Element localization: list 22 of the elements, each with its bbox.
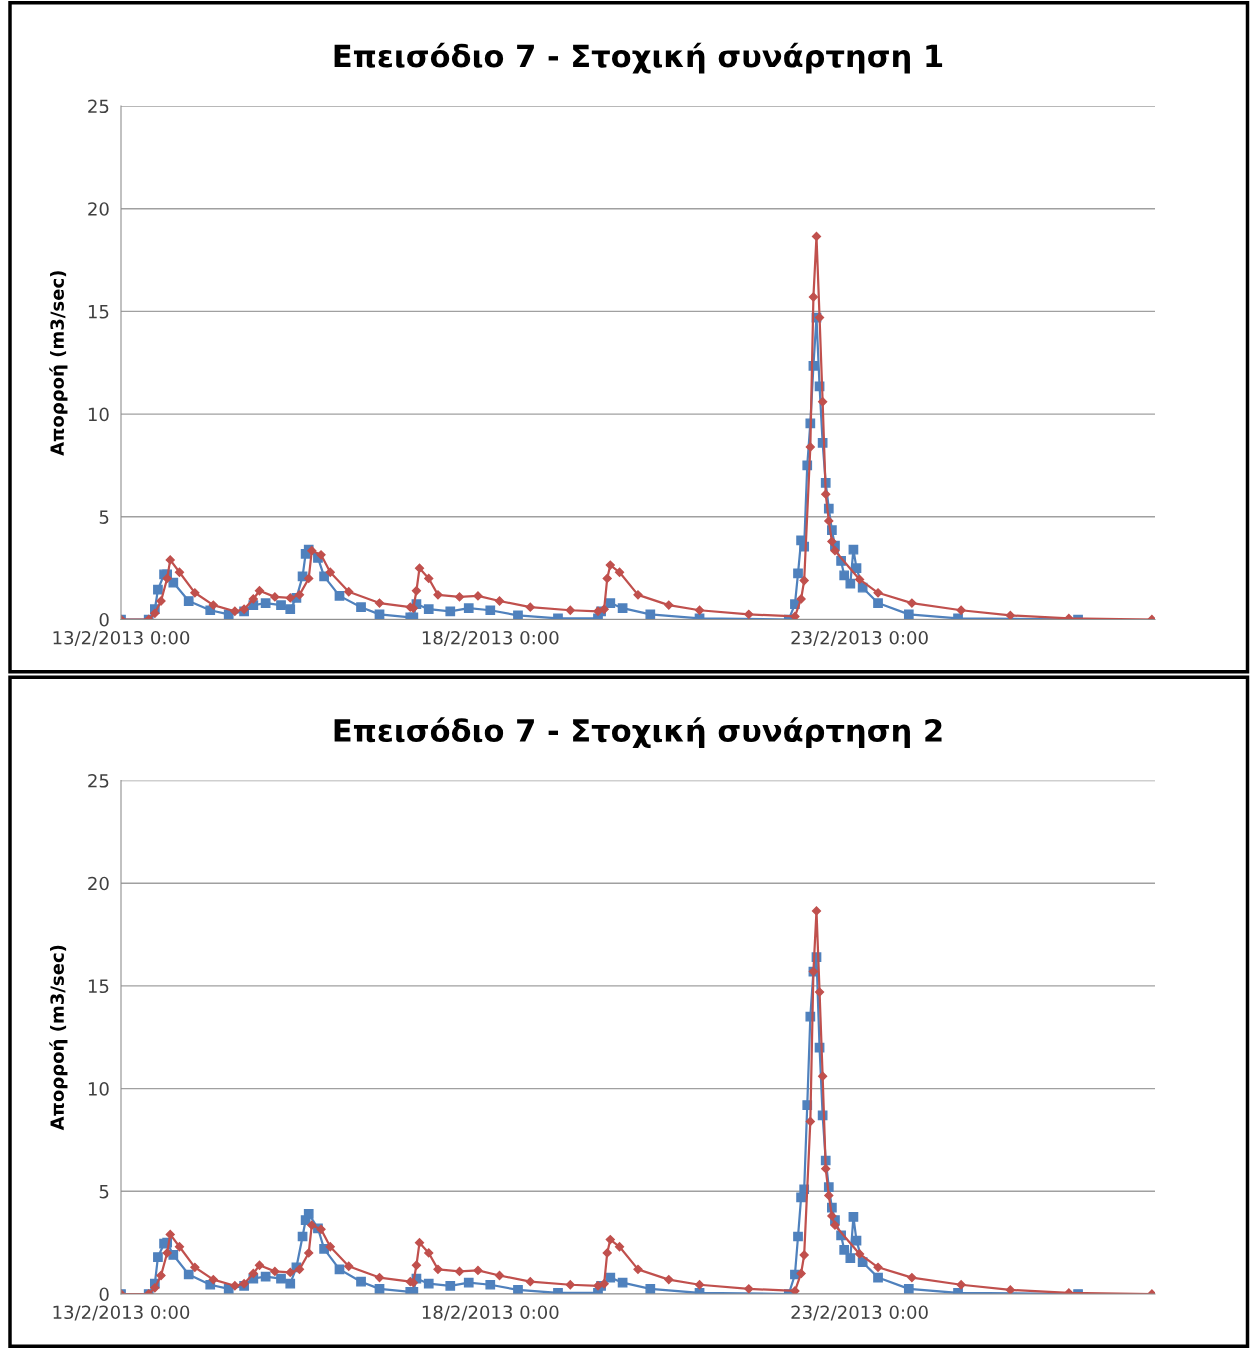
y-axis-title: Απορροή (m3/sec) bbox=[49, 945, 68, 1131]
y-tick-label: 20 bbox=[88, 202, 109, 216]
y-tick-label: 0 bbox=[99, 1287, 109, 1302]
y-tick-label: 15 bbox=[88, 979, 109, 994]
y-tick-label: 5 bbox=[99, 510, 109, 524]
y-tick-label: 5 bbox=[99, 1185, 109, 1199]
y-tick-label: 10 bbox=[88, 1082, 109, 1096]
y-tick-label: 25 bbox=[88, 773, 109, 788]
x-tick-label: 18/2/2013 0:00 bbox=[422, 1305, 559, 1321]
chart-title: Επεισόδιο 7 - Στοχική συνάρτηση 2 bbox=[334, 717, 942, 748]
y-axis-title: Απορροή (m3/sec) bbox=[49, 271, 68, 456]
y-tick-label: 20 bbox=[88, 876, 109, 891]
y-tick-label: 0 bbox=[99, 612, 109, 627]
y-tick-label: 25 bbox=[88, 99, 109, 114]
y-tick-label: 15 bbox=[88, 305, 109, 319]
x-tick-label: 13/2/2013 0:00 bbox=[53, 1305, 190, 1321]
chart-title: Επεισόδιο 7 - Στοχική συνάρτηση 1 bbox=[334, 42, 943, 74]
x-tick-label: 23/2/2013 0:00 bbox=[791, 1305, 928, 1321]
y-tick-label: 10 bbox=[88, 407, 109, 422]
x-tick-label: 23/2/2013 0:00 bbox=[791, 630, 928, 647]
x-tick-label: 13/2/2013 0:00 bbox=[53, 630, 190, 647]
x-tick-label: 18/2/2013 0:00 bbox=[422, 630, 559, 647]
